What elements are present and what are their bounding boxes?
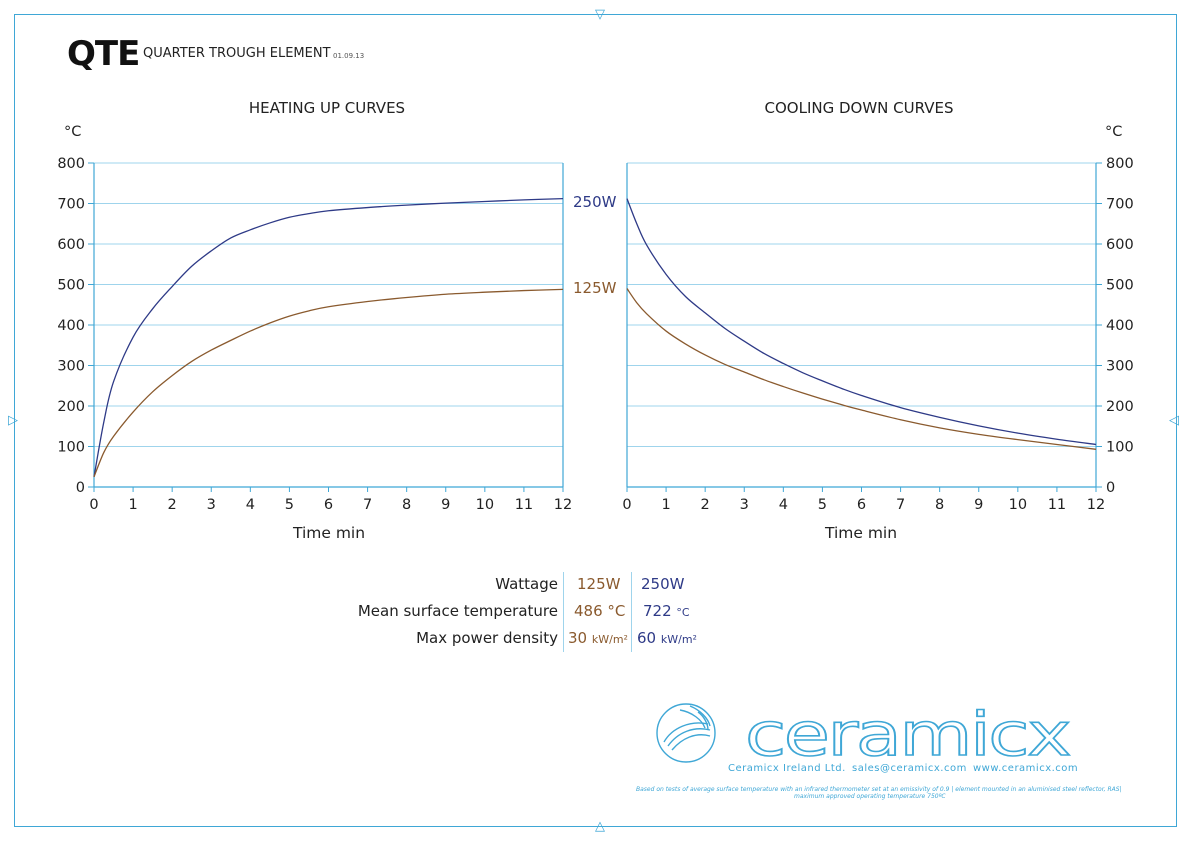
cool-x-tick-label: 3 xyxy=(740,497,749,513)
footnote-max-temperature: maximum approved operating temperature 7… xyxy=(794,793,946,800)
heat-x-tick-label: 10 xyxy=(476,497,494,513)
cool-y-tick-label: 300 xyxy=(1106,359,1134,375)
wattage-250-value: 250W xyxy=(641,575,685,593)
cool-x-tick-label: 9 xyxy=(974,497,983,513)
heating-chart: HEATING UP CURVES °C Time min 0100200300… xyxy=(57,99,617,542)
heat-x-tick-label: 7 xyxy=(363,497,372,513)
cool-y-tick-label: 0 xyxy=(1106,480,1115,496)
heat-x-tick-label: 1 xyxy=(128,497,137,513)
cool-x-tick-label: 5 xyxy=(818,497,827,513)
temperature-250-unit: °C xyxy=(676,606,690,619)
heat-x-tick-label: 2 xyxy=(168,497,177,513)
heat-y-tick-label: 100 xyxy=(57,440,85,456)
heat-series-250w-line xyxy=(93,197,564,477)
cool-y-tick-label: 800 xyxy=(1106,156,1134,172)
power-density-125-unit: kW/m² xyxy=(591,633,628,646)
cool-x-tick-label: 6 xyxy=(857,497,866,513)
cooling-y-unit: °C xyxy=(1105,124,1122,140)
heating-series-label-250w: 250W xyxy=(573,193,617,211)
bottom-marker-icon: △ xyxy=(595,819,605,834)
right-marker-icon: ◁ xyxy=(1169,413,1179,428)
left-marker-icon: ▷ xyxy=(8,413,18,428)
cool-y-tick-label: 400 xyxy=(1106,318,1134,334)
specs-row-temperature: Mean surface temperature 486 °C 722 °C xyxy=(0,602,1191,628)
heating-chart-title: HEATING UP CURVES xyxy=(249,99,405,117)
company-email[interactable]: sales@ceramicx.com xyxy=(852,763,967,774)
temperature-125-value: 486 °C xyxy=(574,602,626,620)
heat-x-tick-label: 4 xyxy=(246,497,255,513)
heating-y-unit: °C xyxy=(64,124,81,140)
wattage-125-value: 125W xyxy=(577,575,621,593)
specs-separator-left xyxy=(563,572,564,652)
cool-x-tick-label: 12 xyxy=(1087,497,1105,513)
heat-x-tick-label: 8 xyxy=(402,497,411,513)
temperature-label: Mean surface temperature xyxy=(357,602,558,620)
heat-x-tick-label: 6 xyxy=(324,497,333,513)
wattage-label: Wattage xyxy=(495,575,558,593)
cool-y-tick-label: 200 xyxy=(1106,399,1134,415)
power-density-125-value: 30 xyxy=(568,629,588,647)
heat-x-tick-label: 12 xyxy=(554,497,572,513)
cool-x-tick-label: 0 xyxy=(622,497,631,513)
heat-y-tick-label: 400 xyxy=(57,318,85,334)
cool-x-tick-label: 11 xyxy=(1048,497,1066,513)
heating-series-label-125w: 125W xyxy=(573,279,617,297)
document-date: 01.09.13 xyxy=(333,52,365,60)
heat-x-tick-label: 5 xyxy=(285,497,294,513)
heat-y-tick-label: 300 xyxy=(57,359,85,375)
cooling-chart-title: COOLING DOWN CURVES xyxy=(765,99,954,117)
cooling-x-axis-label: Time min xyxy=(824,524,897,542)
heat-y-tick-label: 700 xyxy=(57,197,85,213)
top-marker-icon: ▽ xyxy=(595,7,605,22)
heat-x-tick-label: 3 xyxy=(207,497,216,513)
heat-y-tick-label: 800 xyxy=(57,156,85,172)
heat-y-tick-label: 500 xyxy=(57,278,85,294)
company-name: Ceramicx Ireland Ltd. xyxy=(728,763,846,774)
specs-row-power-density: Max power density 30 kW/m² 60 kW/m² xyxy=(0,629,1191,655)
cool-x-tick-label: 10 xyxy=(1009,497,1027,513)
cool-x-tick-label: 1 xyxy=(661,497,670,513)
ceramicx-logo: ceramicx xyxy=(656,700,1072,765)
cooling-chart: COOLING DOWN CURVES °C Time min 01002003… xyxy=(622,99,1134,542)
heat-x-tick-label: 9 xyxy=(441,497,450,513)
heat-y-tick-label: 0 xyxy=(76,480,85,496)
heat-x-tick-label: 0 xyxy=(89,497,98,513)
specs-separator-right xyxy=(631,572,632,652)
power-density-250-unit: kW/m² xyxy=(660,633,697,646)
logo-wordmark: ceramicx xyxy=(745,700,1070,765)
cool-x-tick-label: 7 xyxy=(896,497,905,513)
heat-y-tick-label: 200 xyxy=(57,399,85,415)
power-density-250-value: 60 xyxy=(637,629,657,647)
product-name: QUARTER TROUGH ELEMENT xyxy=(143,46,331,61)
company-website[interactable]: www.ceramicx.com xyxy=(973,763,1079,774)
cool-x-tick-label: 4 xyxy=(779,497,788,513)
heat-series-125w-line xyxy=(93,288,564,478)
power-density-label: Max power density xyxy=(416,629,558,647)
cool-y-tick-label: 100 xyxy=(1106,440,1134,456)
footnote-test-conditions: Based on tests of average surface temper… xyxy=(636,786,1122,793)
heat-x-tick-label: 11 xyxy=(515,497,533,513)
cool-y-tick-label: 700 xyxy=(1106,197,1134,213)
specs-row-wattage: Wattage 125W 250W xyxy=(0,575,1191,601)
wave-logo-icon xyxy=(656,703,716,763)
cool-series-250w-line xyxy=(626,198,1097,446)
product-code: QTE xyxy=(67,34,140,74)
temperature-250-value: 722 xyxy=(643,602,672,620)
cool-y-tick-label: 600 xyxy=(1106,237,1134,253)
cool-x-tick-label: 8 xyxy=(935,497,944,513)
cool-y-tick-label: 500 xyxy=(1106,278,1134,294)
page-frame xyxy=(14,14,1177,827)
heat-y-tick-label: 600 xyxy=(57,237,85,253)
cool-series-125w-line xyxy=(626,288,1097,450)
cool-x-tick-label: 2 xyxy=(701,497,710,513)
heating-x-axis-label: Time min xyxy=(292,524,365,542)
